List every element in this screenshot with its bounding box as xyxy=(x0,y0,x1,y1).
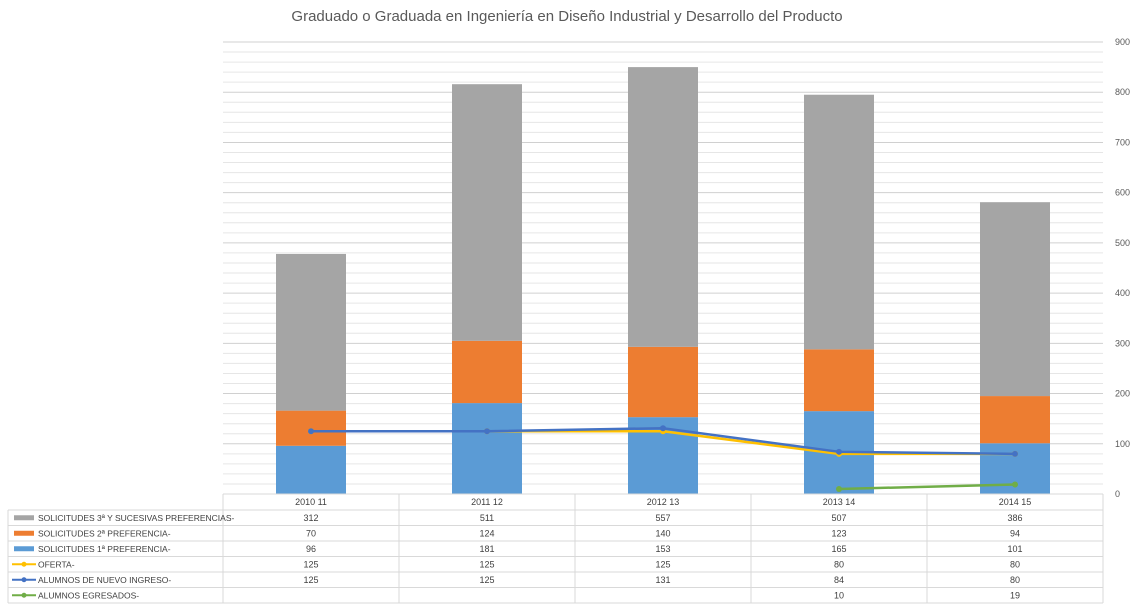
data-label: 140 xyxy=(655,528,670,538)
data-label: 153 xyxy=(655,544,670,554)
bar-segment xyxy=(804,349,874,412)
data-label: 181 xyxy=(479,544,494,554)
data-label: 70 xyxy=(306,528,316,538)
legend-key xyxy=(21,561,27,567)
y-tick-label: 0 xyxy=(1115,489,1120,499)
data-label: 80 xyxy=(1010,559,1020,569)
bar-segment xyxy=(628,67,698,347)
data-label: 10 xyxy=(834,590,844,600)
line-point xyxy=(484,428,490,435)
legend-label: ALUMNOS EGRESADOS- xyxy=(38,590,139,600)
data-label: 125 xyxy=(479,559,494,569)
legend-key xyxy=(14,515,34,521)
data-label: 124 xyxy=(479,528,494,538)
data-label: 101 xyxy=(1007,544,1022,554)
bar-segment xyxy=(276,253,346,411)
legend-label: SOLICITUDES 1ª PREFERENCIA- xyxy=(38,544,171,554)
data-label: 80 xyxy=(1010,575,1020,585)
line-point xyxy=(308,428,314,435)
series-line xyxy=(838,483,1016,491)
y-tick-label: 300 xyxy=(1115,338,1130,348)
data-label: 557 xyxy=(655,513,670,523)
data-label: 123 xyxy=(831,528,846,538)
line-point xyxy=(836,485,842,492)
y-tick-label: 400 xyxy=(1115,288,1130,298)
legend-label: SOLICITUDES 2ª PREFERENCIA- xyxy=(38,528,171,538)
data-label: 131 xyxy=(655,575,670,585)
legend-label: SOLICITUDES 3ª Y SUCESIVAS PREFERENCIAS- xyxy=(38,513,235,523)
legend-key xyxy=(14,546,34,552)
data-label: 165 xyxy=(831,544,846,554)
data-label: 511 xyxy=(480,513,494,523)
bar-segment xyxy=(804,94,874,350)
y-tick-label: 100 xyxy=(1115,439,1130,449)
data-label: 312 xyxy=(303,513,318,523)
y-tick-label: 800 xyxy=(1115,87,1130,97)
line-point xyxy=(836,448,842,455)
data-label: 125 xyxy=(479,575,494,585)
x-category-label: 2012 13 xyxy=(647,497,680,507)
y-tick-label: 500 xyxy=(1115,238,1130,248)
legend-key xyxy=(21,577,27,583)
data-label: 386 xyxy=(1007,513,1022,523)
bar-segment xyxy=(452,403,522,494)
legend-key xyxy=(14,530,34,536)
data-label: 507 xyxy=(831,513,846,523)
data-label: 96 xyxy=(306,544,316,554)
legend-label: OFERTA- xyxy=(38,559,75,569)
y-tick-label: 700 xyxy=(1115,137,1130,147)
bar-segment xyxy=(628,346,698,418)
bar-segment xyxy=(980,396,1050,444)
data-label: 125 xyxy=(303,559,318,569)
line-point xyxy=(660,425,666,432)
data-label: 84 xyxy=(834,575,844,585)
line-point xyxy=(1012,481,1018,488)
data-label: 125 xyxy=(655,559,670,569)
x-category-label: 2011 12 xyxy=(471,497,503,507)
data-label: 19 xyxy=(1010,590,1020,600)
line-point xyxy=(1012,450,1018,457)
x-category-label: 2010 11 xyxy=(295,497,327,507)
x-category-label: 2014 15 xyxy=(999,497,1032,507)
data-label: 94 xyxy=(1010,528,1020,538)
legend-label: ALUMNOS DE NUEVO INGRESO- xyxy=(38,575,171,585)
y-tick-label: 600 xyxy=(1115,188,1130,198)
bar-segment xyxy=(980,202,1050,397)
y-tick-label: 900 xyxy=(1115,37,1130,47)
chart-title: Graduado o Graduada en Ingeniería en Dis… xyxy=(291,8,843,25)
bar-segment xyxy=(276,445,346,494)
y-tick-label: 200 xyxy=(1115,389,1130,399)
bar-segment xyxy=(452,84,522,341)
data-label: 125 xyxy=(303,575,318,585)
bar-segment xyxy=(276,410,346,446)
bar-segment xyxy=(452,340,522,404)
x-category-label: 2013 14 xyxy=(823,497,856,507)
data-label: 80 xyxy=(834,559,844,569)
legend-key xyxy=(21,592,27,598)
